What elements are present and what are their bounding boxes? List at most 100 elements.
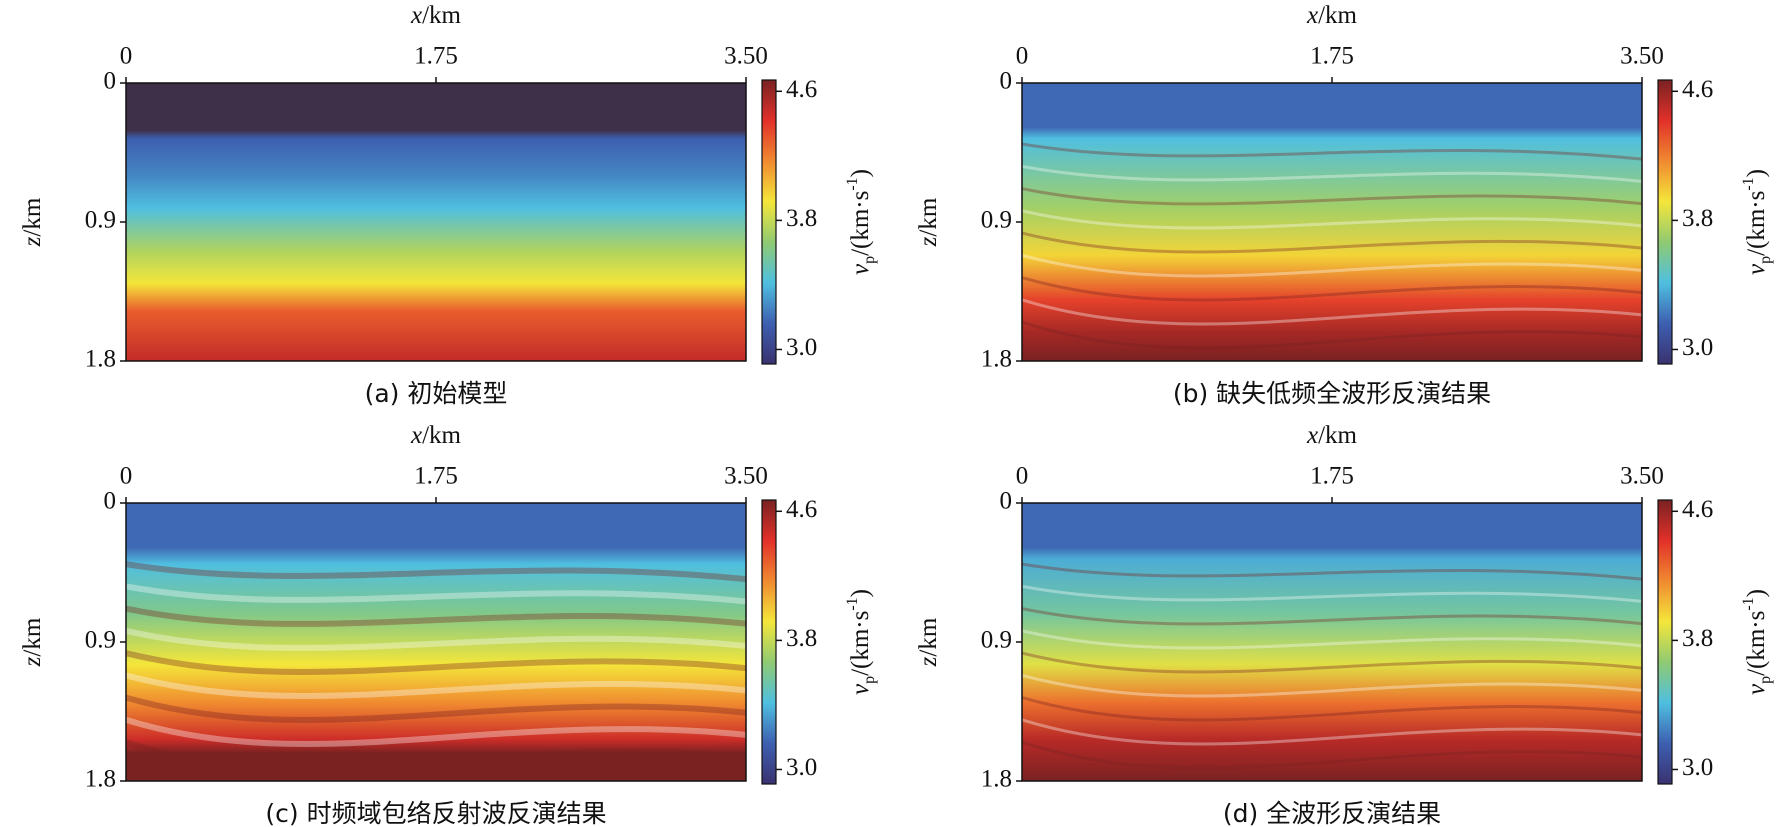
x-tick-label: 0 [120,463,133,490]
layer-streak [1022,209,1642,230]
layer-streak [1022,562,1642,581]
x-tick-label: 3.50 [724,43,768,70]
layer-streak [1022,629,1642,650]
layer-streak [126,627,746,651]
layer-streak [1022,276,1642,302]
x-tick-label: 0 [1016,463,1029,490]
x-axis-label: x/km [410,2,462,29]
layer-streak [1022,164,1642,183]
colorbar-label-part: p [1757,256,1774,264]
y-tick-label: 1.8 [85,766,116,793]
layer-streak [126,605,746,627]
panel: 0 1.75 3.50 x/km 0 0.9 1.8 z/km 3.0 3.8 4.6 vp/(km·… [915,422,1774,827]
x-axis-label-part: /km [1318,2,1357,29]
colorbar-label: vp/(km·s-1) [844,169,878,275]
layer-streak [1022,298,1642,326]
colorbar-label-part: ) [1743,169,1770,177]
panel-caption: (b) 缺失低频全波形反演结果 [1173,379,1491,408]
layer-streak [1022,696,1642,722]
x-axis-label-part: /km [1318,422,1357,449]
heatmap [126,83,746,361]
colorbar-tick-label: 3.0 [1682,334,1713,361]
y-tick-label: 0 [1000,488,1013,515]
x-tick-label: 1.75 [414,43,458,70]
heatmap-texture [126,561,746,771]
colorbar-tick-label: 4.6 [1682,496,1713,523]
layer-streak [1022,651,1642,674]
colorbar-label-part: p [1757,676,1774,684]
colorbar-label: vp/(km·s-1) [1740,169,1774,275]
layer-streak [126,583,746,605]
layer-streak [126,694,746,723]
colorbar-label-part: /(km·s [1743,611,1770,676]
y-tick-label: 0.9 [85,627,116,654]
panel: 0 1.75 3.50 x/km 0 0.9 1.8 z/km 3.0 3.8 4.6 vp/(km·… [915,2,1774,408]
colorbar-label: vp/(km·s-1) [844,589,878,695]
colorbar-tick-label: 3.8 [786,625,817,652]
x-tick-label: 3.50 [724,463,768,490]
colorbar-tick-label: 4.6 [1682,76,1713,103]
colorbar-tick-label: 3.0 [786,754,817,781]
colorbar-label-part: v [1743,683,1770,695]
colorbar-label-part: p [861,256,878,264]
y-tick-label: 1.8 [85,346,116,373]
y-axis-label: z/km [915,197,942,247]
layer-streak [126,739,746,771]
y-tick-label: 0.9 [85,207,116,234]
colorbar-label-part: -1 [844,177,861,190]
y-axis-label-part: z [915,656,942,667]
colorbar-label-part: v [847,683,874,695]
layer-streak [1022,320,1642,350]
heatmap [1022,83,1642,361]
colorbar-tick-label: 4.6 [786,76,817,103]
colorbar-label-part: /(km·s [1743,191,1770,256]
x-axis-label-part: /km [422,2,461,29]
y-axis-label: z/km [19,197,46,247]
colorbar-tick-label: 3.8 [786,205,817,232]
x-axis-label-part: x [410,2,422,29]
y-tick-label: 0 [1000,68,1013,95]
colorbar-label-part: v [847,263,874,275]
x-tick-label: 1.75 [1310,43,1354,70]
y-tick-label: 0 [104,488,117,515]
y-axis-label: z/km [915,617,942,667]
layer-streak [1022,673,1642,698]
colorbar-label-part: -1 [1740,597,1757,610]
layer-streak [1022,584,1642,603]
x-axis-label-part: x [1306,422,1318,449]
layer-streak [1022,740,1642,770]
layer-streak [1022,231,1642,254]
colorbar-label-part: /(km·s [847,611,874,676]
x-tick-label: 3.50 [1620,43,1664,70]
panel-caption: (c) 时频域包络反射波反演结果 [265,799,606,827]
layer-streak [126,561,746,583]
layer-streak [1022,607,1642,626]
x-axis-label: x/km [1306,2,1358,29]
colorbar-label-part: ) [1743,589,1770,597]
panel-caption: (a) 初始模型 [365,379,508,408]
colorbar-tick-label: 4.6 [786,496,817,523]
colorbar-label-part: -1 [844,597,861,610]
y-axis-label-part: z [19,656,46,667]
colorbar-label-part: /(km·s [847,191,874,256]
y-tick-label: 0.9 [981,627,1012,654]
panel: 0 1.75 3.50 x/km 0 0.9 1.8 z/km 3.0 3.8 4.6 vp/(km·… [19,2,878,408]
x-tick-label: 1.75 [1310,463,1354,490]
layer-streak [1022,187,1642,206]
colorbar-label-part: ) [847,169,874,177]
x-axis-label-part: x [1306,2,1318,29]
y-axis-label-part: /km [915,617,942,656]
layer-streak [1022,142,1642,161]
colorbar-label: vp/(km·s-1) [1740,589,1774,695]
x-tick-label: 1.75 [414,463,458,490]
x-axis-label: x/km [1306,422,1358,449]
y-axis-label-part: /km [19,617,46,656]
y-axis-label-part: z [915,236,942,247]
y-tick-label: 0 [104,68,117,95]
layer-streak [126,672,746,699]
y-axis-label-part: /km [19,197,46,236]
x-tick-label: 3.50 [1620,463,1664,490]
heatmap-texture [1022,562,1642,770]
heatmap-texture [1022,142,1642,350]
